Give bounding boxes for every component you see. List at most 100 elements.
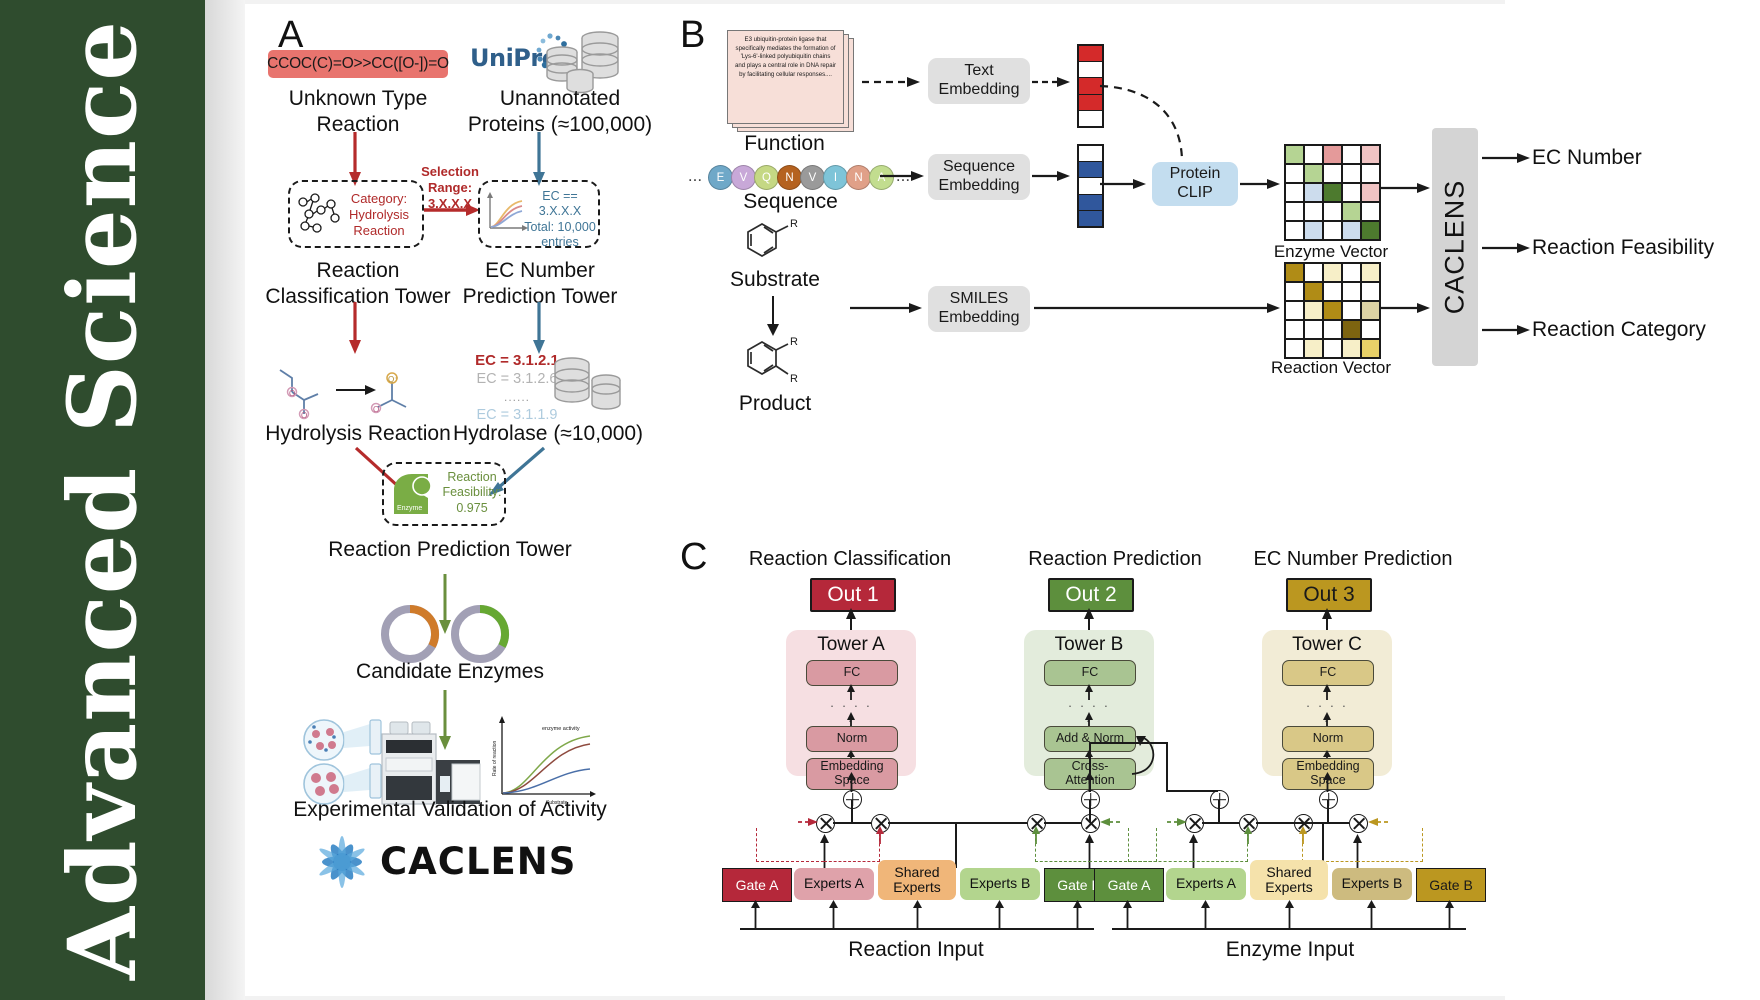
substrate-r-label: R <box>790 218 798 230</box>
gate-a-arrow-left-up <box>876 826 884 844</box>
reaction-feasibility-box <box>382 462 506 526</box>
arrow-in-le-a <box>829 900 838 928</box>
ec-list: EC = 3.1.2.1 EC = 3.1.2.6 ...... EC = 3.… <box>462 352 572 423</box>
sequence-embedding-box: Sequence Embedding <box>928 154 1030 200</box>
substrate-label: Substrate <box>730 268 820 291</box>
product-label: Product <box>738 392 812 415</box>
arrow-out-feasibility <box>1482 243 1530 253</box>
arrow-in-r-shared <box>1285 900 1294 928</box>
line-l-h3 <box>956 822 1027 824</box>
column-title-0: Reaction Classification <box>748 548 952 570</box>
selection-range-text: Selection Range: 3.X.X.X <box>421 164 479 211</box>
enzyme-icon-label: Enzyme <box>397 505 422 512</box>
arrow-expertsA-r <box>1189 834 1198 868</box>
arrow-out-ec <box>1482 153 1530 163</box>
gate-a-route-left <box>756 828 824 862</box>
journal-title: Advanced Science <box>47 19 158 981</box>
residue-0: E <box>708 165 733 190</box>
arrow-in-lg-a <box>751 900 760 928</box>
arrow-in-rg-a <box>1123 900 1132 928</box>
ec-box-text: EC == 3.X.X.X Total: 10,000 entries <box>524 189 596 249</box>
panel-a-letter: A <box>278 14 304 56</box>
smiles-chip: CCOC(C)=O>>CC([O-])=O <box>267 50 449 78</box>
arrow-blue-2 <box>533 302 545 354</box>
moe-left-experts-b: Experts B <box>960 868 1040 900</box>
line-r-v2 <box>1327 800 1329 822</box>
gate-b-route-left2 <box>1035 828 1091 862</box>
residue-6: N <box>846 165 871 190</box>
tower-a-dots: · · · · · <box>829 698 873 728</box>
output-reaction-category: Reaction Category <box>1532 318 1706 341</box>
line-r-h1 <box>1202 822 1239 824</box>
caclens-bar: CACLENS <box>1432 128 1478 366</box>
caclens-bar-label: CACLENS <box>1439 179 1470 315</box>
plot-title-text: enzyme activity <box>542 726 580 732</box>
residue-7: A <box>869 165 894 190</box>
ec-number-prediction-tower-label: EC Number Prediction Tower <box>462 259 618 308</box>
enzyme-vector-grid <box>1284 144 1381 241</box>
arrow-red-2 <box>349 302 361 354</box>
enzyme-input-label: Enzyme Input <box>1225 938 1355 961</box>
out-1-box: Out 1 <box>810 578 896 612</box>
gate-a-route-right <box>1128 828 1192 862</box>
protein-clip-box: Protein CLIP <box>1152 162 1238 206</box>
reaction-input-label: Reaction Input <box>848 938 984 961</box>
out-3-box: Out 3 <box>1286 578 1372 612</box>
text-vector <box>1077 44 1104 128</box>
arrow-seqvec-to-clip <box>1100 179 1146 189</box>
gate-b-arrow-right <box>1368 818 1388 826</box>
reaction-vector-label: Reaction Vector <box>1270 358 1391 377</box>
arrow-red-selection <box>424 204 480 216</box>
column-title-2: EC Number Prediction <box>1253 548 1453 570</box>
database-stack-icon <box>546 31 619 94</box>
function-card-text: E3 ubiquitin-protein ligase that specifi… <box>735 36 836 78</box>
residue-2: Q <box>754 165 779 190</box>
feasibility-text: Reaction Feasibility: 0.975 <box>442 470 502 515</box>
sequence-label: Sequence <box>743 190 838 213</box>
arrow-in-l-shared <box>913 900 922 928</box>
arrow-red-1 <box>349 132 361 186</box>
smiles-embedding-box: SMILES Embedding <box>928 286 1030 332</box>
tower-c-block-fc: FC <box>1282 660 1374 686</box>
page-edge-shadow <box>205 0 245 1000</box>
tower-b-title: Tower B <box>1054 634 1124 655</box>
plot-ylabel-text: Rate of reaction <box>492 740 498 776</box>
panel-b-letter: B <box>680 14 706 56</box>
substrate-molecule-icon: R <box>747 218 798 257</box>
hplc-instrument-icon <box>381 721 481 805</box>
experimental-validation-label: Experimental Validation of Activity <box>293 798 607 821</box>
tower-b-dots: · · · · · <box>1067 698 1111 728</box>
sequence-ellipsis-left: ... <box>687 166 703 185</box>
gate-a-arrow-right <box>1167 818 1187 826</box>
arrow-plus-right-b-up <box>1323 772 1332 792</box>
arrow-in-le-b <box>995 900 1004 928</box>
tower-c-dots: · · · · · <box>1305 698 1349 728</box>
hydrolysis-reaction-icon: O O O⁻ O <box>279 369 407 420</box>
hydrolysis-reaction-label: Hydrolysis Reaction <box>265 422 451 445</box>
moe-left-gate-a: Gate A <box>722 868 792 902</box>
ec-list-item-1: EC = 3.1.2.6 <box>476 371 558 387</box>
residue-1: V <box>731 165 756 190</box>
arrow-c-1 <box>1323 684 1331 700</box>
line-l-v2 <box>1089 800 1091 822</box>
product-molecule-icon: R R <box>747 336 798 385</box>
enzyme-activity-plot-icon: enzyme activity Rate of reaction Substra… <box>492 716 596 806</box>
arrow-out-category <box>1482 325 1530 335</box>
arrow-towerB-to-out2 <box>1084 608 1094 632</box>
crosslink-h-1 <box>1089 742 1167 744</box>
arrow-smilesemb-to-reactionvec <box>1034 303 1280 313</box>
gate-a-arrow-left <box>798 818 818 826</box>
arrow-in-re-a <box>1201 900 1210 928</box>
line-r-h2 <box>1256 822 1322 824</box>
residue-4: V <box>800 165 825 190</box>
caclens-logo-text: CACLENS <box>380 840 577 883</box>
arrow-green-2 <box>439 690 451 750</box>
enzyme-vector-label: Enzyme Vector <box>1273 242 1389 261</box>
function-card-front: E3 ubiquitin-protein ligase that specifi… <box>727 30 844 124</box>
arrow-substrate-to-product <box>767 296 779 336</box>
arrow-expertsB-r <box>1353 834 1362 868</box>
arrow-to-seqvec <box>1032 171 1070 181</box>
gate-a-route-left2 <box>824 828 880 862</box>
arrow-dashed-text <box>862 77 920 87</box>
